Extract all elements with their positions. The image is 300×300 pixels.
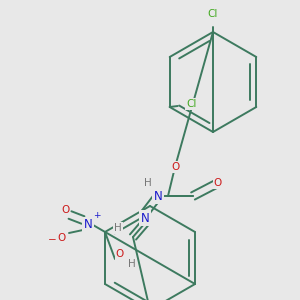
Text: H: H [114,223,122,233]
Text: O: O [116,249,124,259]
Text: N: N [84,218,92,232]
Text: −: − [48,235,56,245]
Text: Cl: Cl [187,99,197,109]
Text: O: O [61,205,69,215]
Text: Cl: Cl [208,9,218,19]
Text: N: N [154,190,162,202]
Text: O: O [58,233,66,243]
Text: H: H [144,178,152,188]
Text: +: + [93,212,101,220]
Text: H: H [128,259,136,269]
Text: O: O [171,162,179,172]
Text: N: N [141,212,149,224]
Text: O: O [214,178,222,188]
